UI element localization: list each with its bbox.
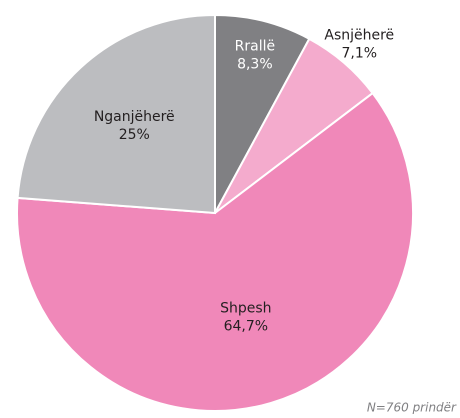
slice-label: Rrallë <box>235 39 275 55</box>
note: N=760 prindër <box>367 401 457 415</box>
slice-label: Shpesh <box>220 300 271 316</box>
value-label: 64,7% <box>224 318 268 334</box>
slice-label: Nganjëherë <box>94 109 175 125</box>
pie-slice <box>214 13 311 214</box>
value-label: 8,3% <box>237 57 273 73</box>
value-label: 7,1% <box>341 46 377 62</box>
pie-slice <box>16 91 414 412</box>
pie-slice <box>16 13 216 215</box>
value-label: 25% <box>119 127 150 143</box>
slice-label: Asnjëherë <box>324 28 394 44</box>
